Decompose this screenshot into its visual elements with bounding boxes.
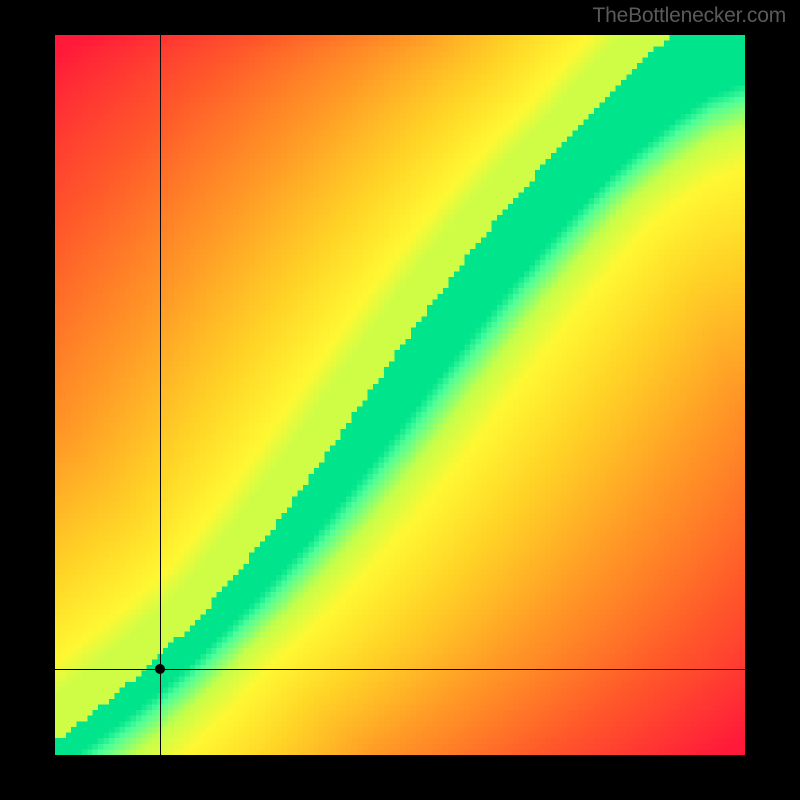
bottleneck-heatmap — [55, 35, 745, 755]
chart-container — [55, 35, 745, 755]
crosshair-point — [155, 664, 165, 674]
attribution-text: TheBottlenecker.com — [593, 4, 786, 28]
crosshair-vertical — [160, 35, 161, 755]
